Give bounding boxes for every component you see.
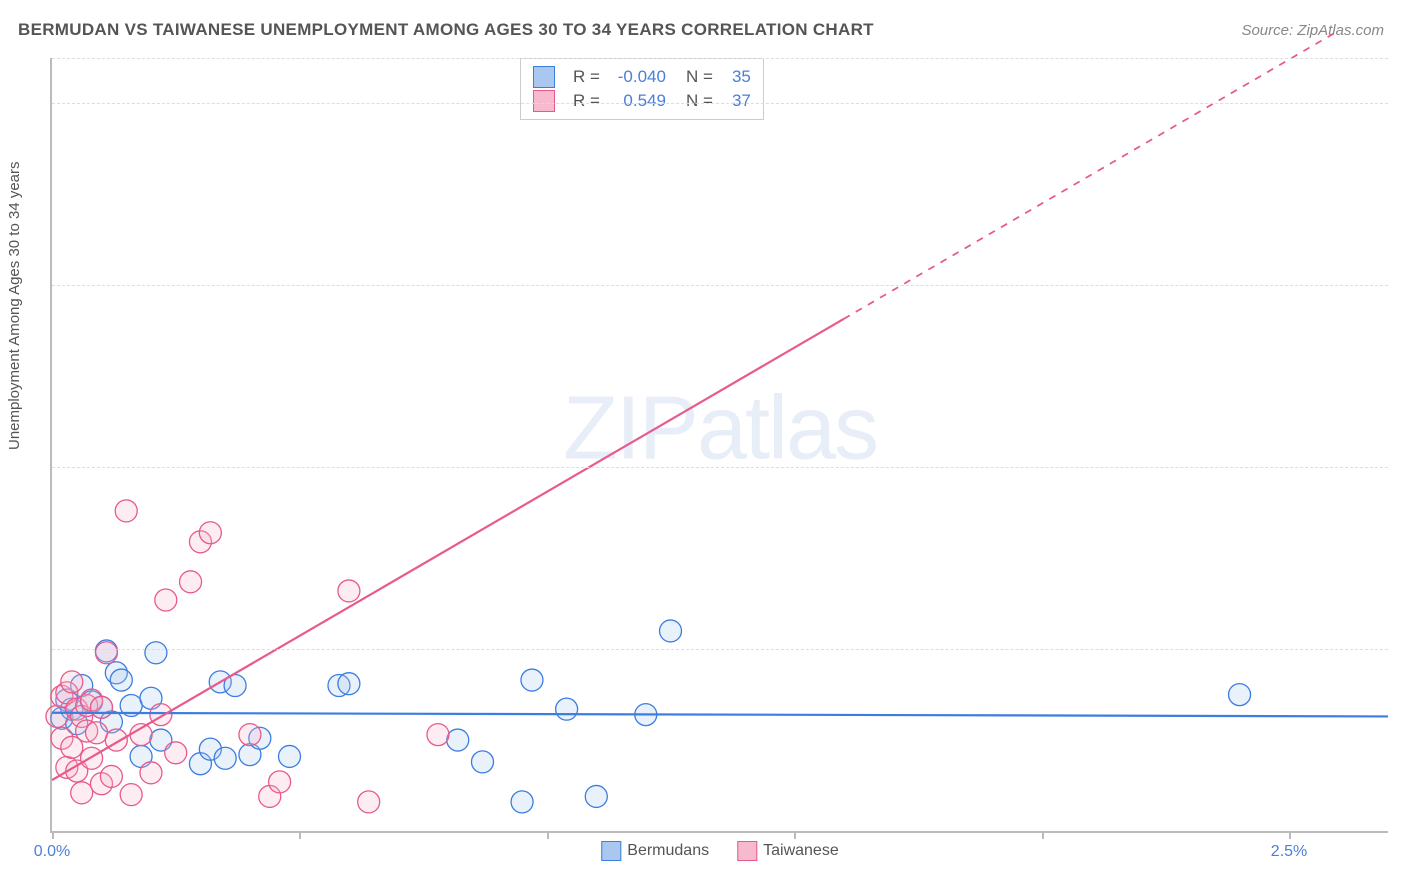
data-point bbox=[115, 500, 137, 522]
x-tick bbox=[794, 831, 796, 839]
x-tick bbox=[299, 831, 301, 839]
data-point bbox=[95, 642, 117, 664]
x-tick-label: 0.0% bbox=[34, 843, 70, 861]
x-tick bbox=[547, 831, 549, 839]
swatch-bermudans bbox=[601, 841, 621, 861]
data-point bbox=[427, 724, 449, 746]
swatch-taiwanese bbox=[737, 841, 757, 861]
data-point bbox=[338, 580, 360, 602]
data-point bbox=[447, 729, 469, 751]
plot-area: ZIPatlas R = -0.040 N = 35 R = 0.549 N =… bbox=[50, 58, 1388, 833]
data-point bbox=[180, 571, 202, 593]
legend-label-bermudans: Bermudans bbox=[627, 842, 709, 860]
trend-line bbox=[52, 319, 844, 780]
data-point bbox=[471, 751, 493, 773]
legend-item-taiwanese: Taiwanese bbox=[737, 841, 839, 861]
gridline bbox=[52, 285, 1388, 286]
data-point bbox=[585, 785, 607, 807]
data-point bbox=[199, 522, 221, 544]
data-point bbox=[145, 642, 167, 664]
data-point bbox=[71, 782, 93, 804]
source-attribution: Source: ZipAtlas.com bbox=[1241, 22, 1384, 39]
data-point bbox=[511, 791, 533, 813]
gridline bbox=[52, 649, 1388, 650]
legend-label-taiwanese: Taiwanese bbox=[763, 842, 839, 860]
x-tick bbox=[52, 831, 54, 839]
data-point bbox=[100, 765, 122, 787]
data-point bbox=[120, 784, 142, 806]
gridline bbox=[52, 467, 1388, 468]
trend-line-extrapolated bbox=[844, 31, 1339, 319]
data-point bbox=[358, 791, 380, 813]
x-tick bbox=[1289, 831, 1291, 839]
data-point bbox=[165, 742, 187, 764]
x-tick-label: 2.5% bbox=[1271, 843, 1307, 861]
x-tick bbox=[1042, 831, 1044, 839]
legend-item-bermudans: Bermudans bbox=[601, 841, 709, 861]
data-point bbox=[90, 696, 112, 718]
data-point bbox=[521, 669, 543, 691]
data-point bbox=[61, 671, 83, 693]
data-point bbox=[130, 724, 152, 746]
gridline bbox=[52, 103, 1388, 104]
data-point bbox=[1229, 684, 1251, 706]
data-point bbox=[239, 724, 261, 746]
plot-svg bbox=[52, 58, 1388, 831]
data-point bbox=[110, 669, 132, 691]
gridline bbox=[52, 58, 1388, 59]
data-point bbox=[86, 722, 108, 744]
trend-line bbox=[52, 713, 1388, 717]
data-point bbox=[660, 620, 682, 642]
data-point bbox=[556, 698, 578, 720]
data-point bbox=[155, 589, 177, 611]
chart-title: BERMUDAN VS TAIWANESE UNEMPLOYMENT AMONG… bbox=[18, 20, 874, 40]
data-point bbox=[46, 705, 68, 727]
legend-series: Bermudans Taiwanese bbox=[601, 841, 838, 861]
data-point bbox=[279, 745, 301, 767]
data-point bbox=[338, 673, 360, 695]
y-axis-label: Unemployment Among Ages 30 to 34 years bbox=[6, 161, 23, 450]
data-point bbox=[214, 747, 236, 769]
data-point bbox=[269, 771, 291, 793]
data-point bbox=[140, 762, 162, 784]
